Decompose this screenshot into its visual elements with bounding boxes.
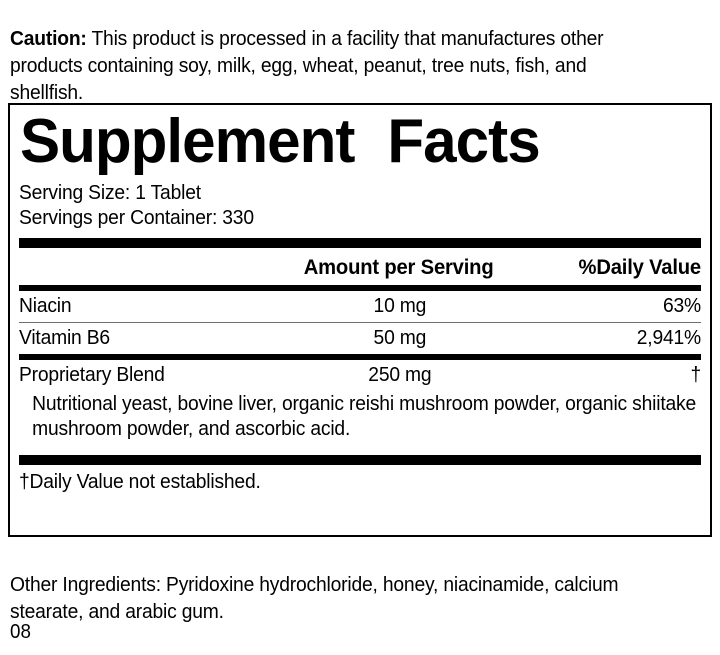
caution-paragraph: Caution: This product is processed in a … — [10, 25, 660, 106]
header-daily-value: %Daily Value — [578, 255, 702, 279]
caution-label: Caution: — [10, 26, 87, 50]
row-amount-vitamin-b6: 50 mg — [373, 326, 427, 349]
title-word-supplement: Supplement — [19, 107, 355, 176]
table-row: Niacin 10 mg 63% — [19, 291, 701, 322]
caution-text: This product is processed in a facility … — [10, 26, 604, 104]
rule-between-rows — [19, 322, 701, 323]
rule-above-headers — [19, 238, 701, 248]
row-dv-proprietary-blend: † — [690, 363, 701, 386]
row-amount-proprietary-blend: 250 mg — [368, 363, 432, 386]
serving-size: Serving Size: 1 Tablet — [19, 181, 201, 204]
title-word-facts: Facts — [387, 107, 540, 176]
supplement-facts-title: Supplement Facts — [19, 107, 681, 177]
row-name-proprietary-blend: Proprietary Blend — [19, 363, 165, 386]
serving-info: Serving Size: 1 Tablet Servings per Cont… — [19, 180, 660, 230]
daily-value-footnote: †Daily Value not established. — [19, 470, 261, 493]
row-dv-niacin: 63% — [662, 294, 701, 317]
header-amount-per-serving: Amount per Serving — [303, 255, 494, 279]
row-amount-niacin: 10 mg — [373, 294, 427, 317]
table-row: Proprietary Blend 250 mg † — [19, 360, 701, 391]
table-row: Vitamin B6 50 mg 2,941% — [19, 323, 701, 354]
supplement-facts-panel: Supplement Facts Serving Size: 1 Tablet S… — [8, 103, 712, 537]
table-header-row: Amount per Serving %Daily Value — [19, 248, 701, 285]
revision-code: 08 — [10, 621, 31, 643]
servings-per-container: Servings per Container: 330 — [19, 206, 254, 229]
rule-above-footnote — [19, 455, 701, 465]
rule-above-blend — [19, 354, 701, 360]
row-name-vitamin-b6: Vitamin B6 — [19, 326, 110, 349]
row-name-niacin: Niacin — [19, 294, 72, 317]
blend-ingredients-text: Nutritional yeast, bovine liver, organic… — [32, 392, 697, 440]
rule-below-headers — [19, 285, 701, 291]
supplement-facts-inner: Supplement Facts Serving Size: 1 Tablet S… — [10, 107, 710, 537]
other-ingredients-text: Other Ingredients: Pyridoxine hydrochlor… — [10, 572, 619, 623]
row-dv-vitamin-b6: 2,941% — [636, 326, 701, 349]
